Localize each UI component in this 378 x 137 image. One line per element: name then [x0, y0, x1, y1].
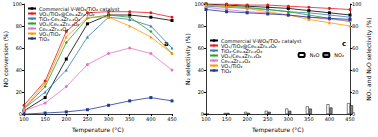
svg-text:VOₓ/TiO₂@Ce₀.₈Zr₀.₂O₂: VOₓ/TiO₂@Ce₀.₈Zr₀.₂O₂	[39, 10, 95, 17]
svg-text:NO conversion (%): NO conversion (%)	[2, 31, 9, 87]
svg-text:N₂O: N₂O	[310, 52, 320, 58]
svg-text:40: 40	[352, 67, 358, 73]
svg-text:100: 100	[352, 1, 362, 7]
svg-text:VOₓ/TiO₂: VOₓ/TiO₂	[39, 30, 61, 37]
svg-text:40: 40	[198, 67, 204, 73]
svg-text:Commercial V-WO₃/TiO₂ catalyst: Commercial V-WO₃/TiO₂ catalyst	[221, 37, 302, 44]
svg-text:Ce₀.₈Zr₀.₂O₂: Ce₀.₈Zr₀.₂O₂	[221, 57, 251, 64]
svg-text:VOₓ/TiO₂@Ce₀.₈Zr₀.₂O₂: VOₓ/TiO₂@Ce₀.₈Zr₀.₂O₂	[221, 42, 277, 49]
svg-text:Commercial V-WO₃/TiO₂ catalyst: Commercial V-WO₃/TiO₂ catalyst	[39, 5, 120, 12]
svg-text:450: 450	[167, 116, 177, 122]
svg-text:Temperature (°C): Temperature (°C)	[71, 126, 124, 134]
svg-text:100: 100	[201, 116, 211, 122]
svg-text:VOₓ/TiO₂: VOₓ/TiO₂	[221, 62, 243, 69]
svg-text:NO₂: NO₂	[334, 52, 344, 58]
svg-text:60: 60	[16, 45, 22, 51]
svg-text:Ce₀.₈Zr₀.₂O₂: Ce₀.₈Zr₀.₂O₂	[39, 25, 69, 32]
svg-text:60: 60	[198, 45, 204, 51]
svg-text:a: a	[164, 39, 169, 48]
svg-text:80: 80	[352, 23, 358, 29]
svg-text:300: 300	[284, 116, 294, 122]
svg-text:150: 150	[40, 116, 50, 122]
svg-text:400: 400	[325, 116, 335, 122]
svg-text:250: 250	[263, 116, 273, 122]
svg-text:TiO₂-Ce₀.₈Zr₀.₂O₂: TiO₂-Ce₀.₈Zr₀.₂O₂	[39, 15, 81, 22]
svg-text:250: 250	[83, 116, 93, 122]
svg-text:Temperature (°C): Temperature (°C)	[251, 126, 304, 134]
svg-text:400: 400	[146, 116, 156, 122]
svg-text:100: 100	[19, 116, 29, 122]
svg-text:80: 80	[16, 23, 22, 29]
svg-text:20: 20	[198, 89, 204, 95]
svg-text:c: c	[342, 40, 346, 48]
svg-text:350: 350	[304, 116, 314, 122]
svg-text:TiO₂: TiO₂	[38, 36, 49, 42]
svg-text:VOₓ/Ce₀.₈Zr₀.₂O₂: VOₓ/Ce₀.₈Zr₀.₂O₂	[221, 52, 262, 59]
svg-text:100: 100	[12, 1, 22, 7]
svg-text:N₂ selectivity (%): N₂ selectivity (%)	[184, 33, 192, 85]
svg-text:150: 150	[222, 116, 232, 122]
svg-text:20: 20	[352, 89, 358, 95]
svg-text:40: 40	[16, 67, 22, 73]
svg-text:100: 100	[194, 1, 204, 7]
svg-text:60: 60	[352, 45, 358, 51]
svg-text:NOₓ and N₂O selectivity (%): NOₓ and N₂O selectivity (%)	[365, 17, 373, 100]
svg-text:200: 200	[62, 116, 72, 122]
svg-text:200: 200	[242, 116, 252, 122]
svg-text:80: 80	[198, 23, 204, 29]
svg-text:TiO₂: TiO₂	[220, 68, 231, 74]
svg-text:350: 350	[125, 116, 135, 122]
svg-text:0: 0	[18, 111, 22, 118]
svg-text:300: 300	[104, 116, 114, 122]
svg-text:450: 450	[345, 116, 355, 122]
svg-text:VOₓ/Ce₀.₈Zr₀.₂O₂: VOₓ/Ce₀.₈Zr₀.₂O₂	[39, 20, 80, 27]
svg-text:TiO₂-Ce₀.₈Zr₀.₂O₂: TiO₂-Ce₀.₈Zr₀.₂O₂	[221, 47, 263, 54]
svg-text:20: 20	[16, 89, 22, 95]
